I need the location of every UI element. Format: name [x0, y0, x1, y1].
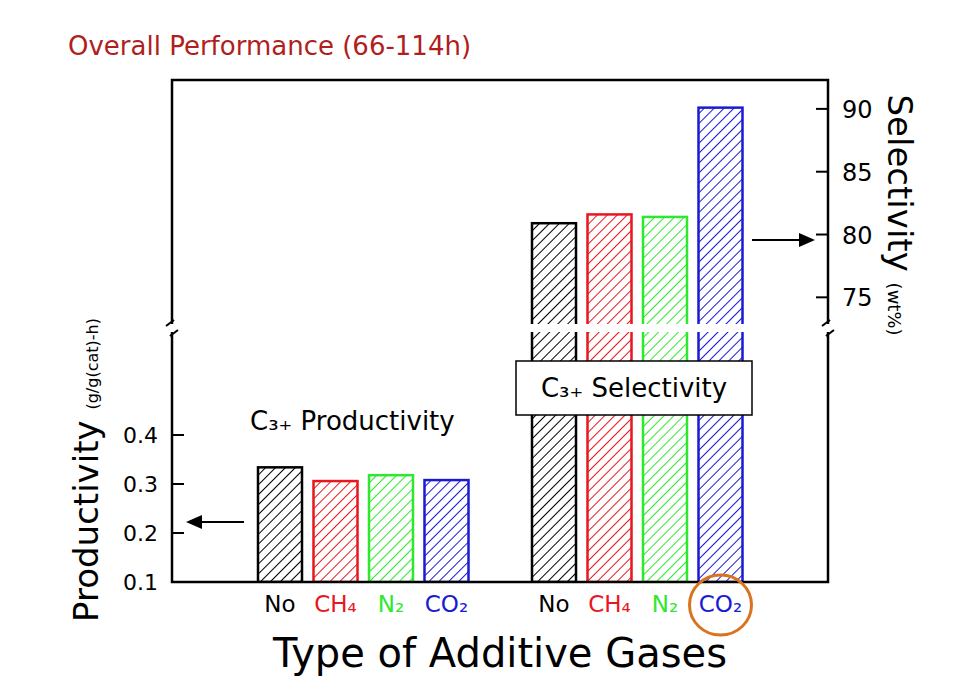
- break-mark: [166, 320, 174, 326]
- bars: [258, 108, 743, 582]
- break-mark: [822, 320, 830, 326]
- y-tick-label: 0.1: [123, 570, 158, 595]
- y-tick-label: 0.3: [123, 472, 158, 497]
- x-tick-label: No: [264, 591, 295, 617]
- annotation: C₃₊ Selectivity: [541, 373, 727, 403]
- bar: [425, 480, 469, 582]
- x-label: Type of Additive Gases: [272, 630, 727, 676]
- y2-tick: [816, 108, 828, 110]
- bar: [314, 481, 358, 582]
- y2-tick-label: 75: [842, 284, 873, 312]
- title: Overall Performance (66-114h): [68, 31, 471, 61]
- arrow-head: [186, 515, 202, 529]
- y-label: Productivity (g/g(cat)-h): [66, 318, 106, 622]
- axis-break: [160, 324, 840, 332]
- annotation-box: [516, 361, 752, 415]
- y2-label: Selectivity (wt%): [880, 94, 920, 335]
- y2-tick-label: 90: [842, 96, 873, 124]
- y-tick-label: 0.2: [123, 521, 158, 546]
- y-label-text: Productivity: [66, 410, 106, 622]
- arrow: [752, 239, 805, 241]
- break-mark: [826, 330, 834, 336]
- y-tick: [172, 483, 184, 485]
- y2-tick: [816, 171, 828, 173]
- highlight: [690, 575, 752, 635]
- bar: [699, 108, 743, 582]
- y2-label-text: Selectivity: [880, 94, 920, 282]
- x-tick-label: No: [538, 591, 569, 617]
- y-tick: [172, 532, 184, 534]
- y-label-units: (g/g(cat)-h): [83, 318, 102, 409]
- chart: Overall Performance (66-114h) 0.1 0.2 0.3 0.…: [0, 0, 960, 698]
- x-tick-label: N₂: [652, 591, 678, 617]
- y-tick: [172, 581, 184, 583]
- bar: [369, 475, 413, 582]
- y2-tick-label: 80: [842, 222, 873, 250]
- y-tick-label: 0.4: [123, 423, 158, 448]
- x-tick-label: CO₂: [699, 591, 742, 617]
- y2-label-units: (wt%): [884, 283, 905, 336]
- arrow-head: [799, 233, 815, 247]
- x-tick-label: N₂: [378, 591, 404, 617]
- x-tick-label: CO₂: [425, 591, 468, 617]
- y2-tick: [816, 296, 828, 298]
- y2-tick-label: 85: [842, 159, 873, 187]
- break-mark: [170, 330, 178, 336]
- x-tick-label: CH₄: [314, 591, 357, 617]
- arrow: [195, 521, 244, 523]
- y2-tick: [816, 234, 828, 236]
- x-tick-label: CH₄: [588, 591, 631, 617]
- bar: [258, 467, 302, 582]
- y-tick: [172, 434, 184, 436]
- annotation: C₃₊ Productivity: [250, 406, 455, 436]
